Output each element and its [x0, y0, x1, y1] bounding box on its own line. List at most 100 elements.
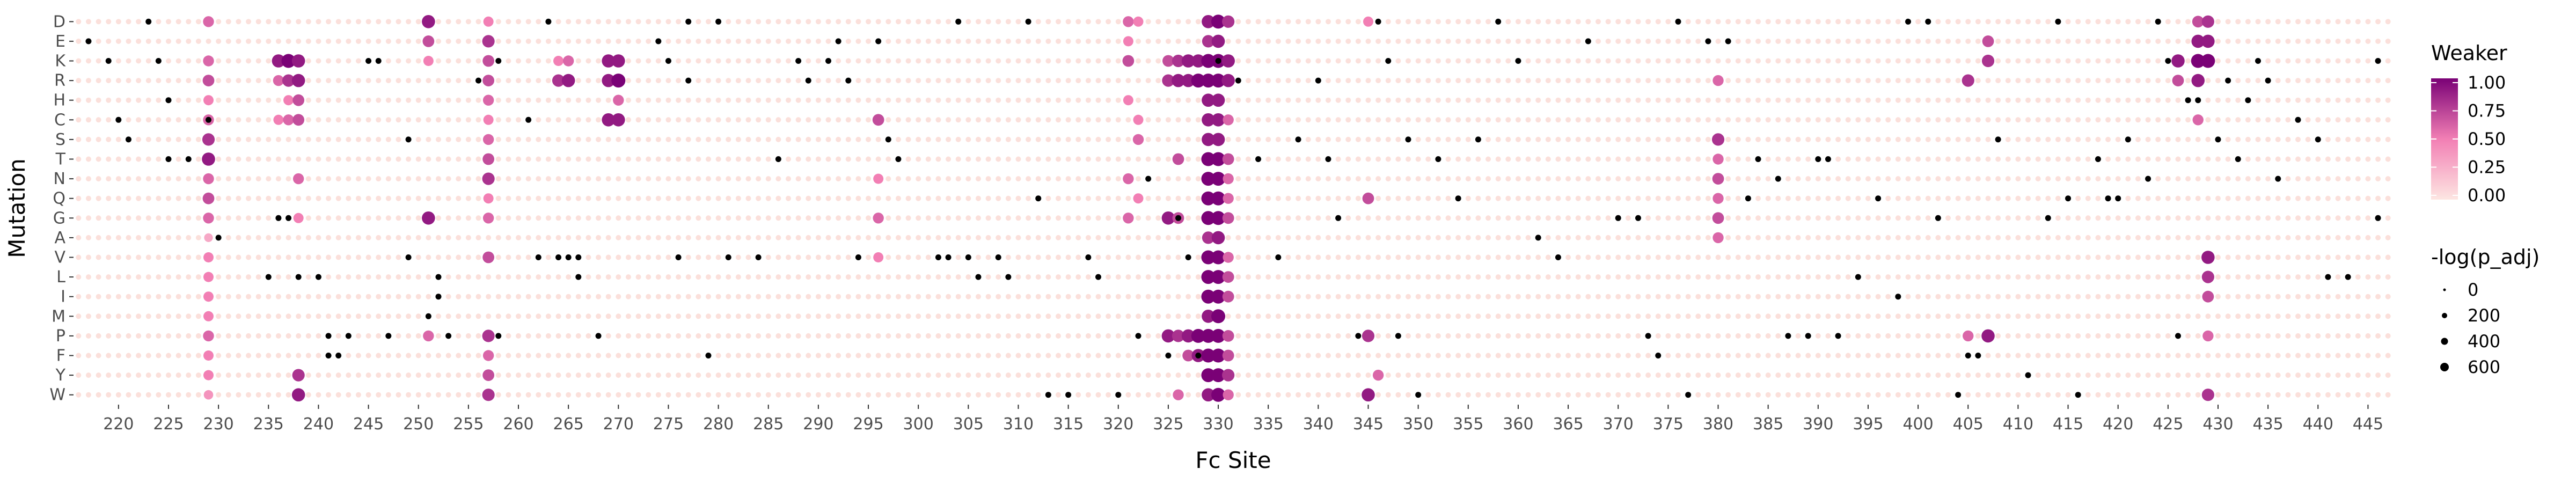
background-dot [435, 97, 441, 103]
background-dot [495, 38, 501, 44]
background-dot [355, 333, 361, 339]
background-dot [275, 19, 281, 25]
background-dot [1695, 353, 1701, 358]
background-dot [2185, 215, 2191, 221]
background-dot [1445, 38, 1451, 44]
background-dot [1225, 235, 1231, 240]
background-dot [2285, 313, 2291, 319]
background-dot [2285, 156, 2291, 162]
background-dot [596, 136, 602, 142]
colored-dot [203, 55, 214, 67]
background-dot [1595, 117, 1601, 123]
background-dot [836, 195, 841, 201]
background-dot [1645, 19, 1651, 25]
background-dot [335, 333, 341, 339]
background-dot [2355, 333, 2361, 339]
background-dot [1555, 353, 1561, 358]
background-dot [566, 215, 572, 221]
background-dot [1965, 215, 1971, 221]
background-dot [456, 353, 462, 358]
background-dot [2055, 313, 2061, 319]
colored-dot [2191, 74, 2205, 87]
background-dot [905, 38, 911, 44]
background-dot [735, 215, 741, 221]
background-dot [806, 156, 811, 162]
background-dot [296, 156, 302, 162]
background-dot [1575, 274, 1581, 280]
background-dot [2335, 58, 2341, 64]
background-dot [2055, 392, 2061, 398]
background-dot [2095, 97, 2101, 103]
background-dot [2095, 392, 2101, 398]
background-dot [1975, 254, 1981, 260]
background-dot [1625, 392, 1631, 398]
background-dot [875, 136, 881, 142]
background-dot [975, 372, 981, 378]
background-dot [1335, 117, 1341, 123]
background-dot [745, 195, 751, 201]
background-dot [236, 19, 241, 25]
significant-dot [2105, 195, 2111, 202]
background-dot [1895, 156, 1901, 162]
background-dot [1685, 254, 1691, 260]
significant-dot [1475, 136, 1481, 143]
background-dot [735, 294, 741, 299]
background-dot [1805, 313, 1811, 319]
background-dot [1625, 333, 1631, 339]
background-dot [1525, 274, 1531, 280]
background-dot [1935, 235, 1941, 240]
background-dot [1655, 195, 1661, 201]
background-dot [1575, 313, 1581, 319]
background-dot [216, 97, 222, 103]
background-dot [1575, 136, 1581, 142]
background-dot [955, 254, 961, 260]
background-dot [685, 136, 691, 142]
background-dot [1815, 215, 1821, 221]
background-dot [1805, 353, 1811, 358]
background-dot [2125, 274, 2131, 280]
significant-dot [655, 38, 662, 45]
background-dot [136, 38, 142, 44]
background-dot [2265, 294, 2271, 299]
background-dot [2325, 58, 2331, 64]
background-dot [216, 274, 222, 280]
background-dot [1255, 353, 1261, 358]
background-dot [376, 333, 382, 339]
background-dot [456, 254, 462, 260]
background-dot [875, 274, 881, 280]
background-dot [875, 78, 881, 84]
background-dot [715, 215, 721, 221]
background-dot [2275, 353, 2281, 358]
background-dot [866, 156, 872, 162]
colored-dot [1211, 348, 1226, 363]
background-dot [1935, 136, 1941, 142]
background-dot [2015, 235, 2021, 240]
background-dot [355, 58, 361, 64]
background-dot [825, 254, 831, 260]
background-dot [465, 78, 471, 84]
background-dot [475, 353, 481, 358]
background-dot [1845, 38, 1851, 44]
colored-dot [1223, 173, 1234, 185]
background-dot [1645, 215, 1651, 221]
background-dot [655, 254, 661, 260]
background-dot [1695, 97, 1701, 103]
colored-dot [1222, 212, 1234, 224]
background-dot [1345, 97, 1351, 103]
background-dot [875, 353, 881, 358]
background-dot [1065, 235, 1071, 240]
background-dot [1365, 97, 1371, 103]
background-dot [2005, 117, 2011, 123]
background-dot [406, 353, 412, 358]
background-dot [1026, 254, 1031, 260]
background-dot [1485, 97, 1491, 103]
background-dot [1565, 392, 1571, 398]
background-dot [685, 58, 691, 64]
background-dot [1905, 78, 1911, 84]
background-dot [1695, 392, 1701, 398]
background-dot [216, 392, 222, 398]
background-dot [296, 313, 302, 319]
background-dot [1845, 176, 1851, 182]
background-dot [266, 254, 272, 260]
background-dot [1145, 136, 1151, 142]
